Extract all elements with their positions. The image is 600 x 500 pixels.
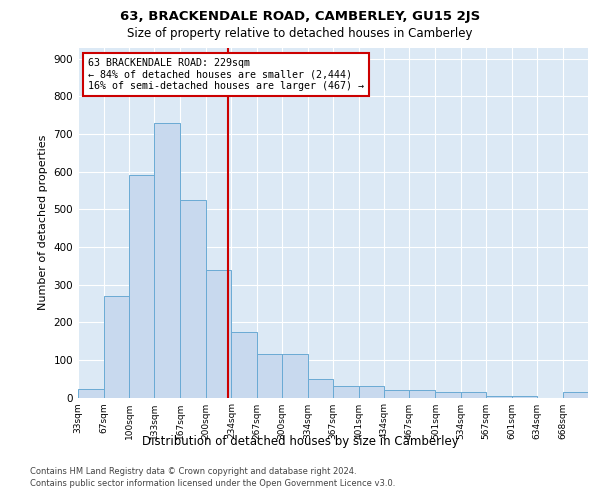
Bar: [205, 270, 232, 398]
Text: Distribution of detached houses by size in Camberley: Distribution of detached houses by size …: [142, 435, 458, 448]
Bar: [461, 392, 485, 398]
Bar: [384, 390, 409, 398]
Bar: [181, 200, 206, 398]
Text: Contains HM Land Registry data © Crown copyright and database right 2024.: Contains HM Land Registry data © Crown c…: [30, 468, 356, 476]
Bar: [359, 386, 384, 398]
Bar: [78, 389, 104, 398]
Text: 63 BRACKENDALE ROAD: 229sqm
← 84% of detached houses are smaller (2,444)
16% of : 63 BRACKENDALE ROAD: 229sqm ← 84% of det…: [88, 58, 364, 91]
Bar: [485, 396, 512, 398]
Bar: [104, 296, 129, 398]
Bar: [409, 390, 436, 398]
Bar: [436, 392, 461, 398]
Bar: [308, 378, 333, 398]
Bar: [512, 396, 537, 398]
Text: Contains public sector information licensed under the Open Government Licence v3: Contains public sector information licen…: [30, 479, 395, 488]
Y-axis label: Number of detached properties: Number of detached properties: [38, 135, 48, 310]
Bar: [129, 176, 154, 398]
Bar: [563, 392, 588, 398]
Text: Size of property relative to detached houses in Camberley: Size of property relative to detached ho…: [127, 28, 473, 40]
Bar: [282, 354, 308, 398]
Bar: [154, 123, 181, 398]
Bar: [333, 386, 359, 398]
Text: 63, BRACKENDALE ROAD, CAMBERLEY, GU15 2JS: 63, BRACKENDALE ROAD, CAMBERLEY, GU15 2J…: [120, 10, 480, 23]
Bar: [257, 354, 282, 398]
Bar: [232, 332, 257, 398]
